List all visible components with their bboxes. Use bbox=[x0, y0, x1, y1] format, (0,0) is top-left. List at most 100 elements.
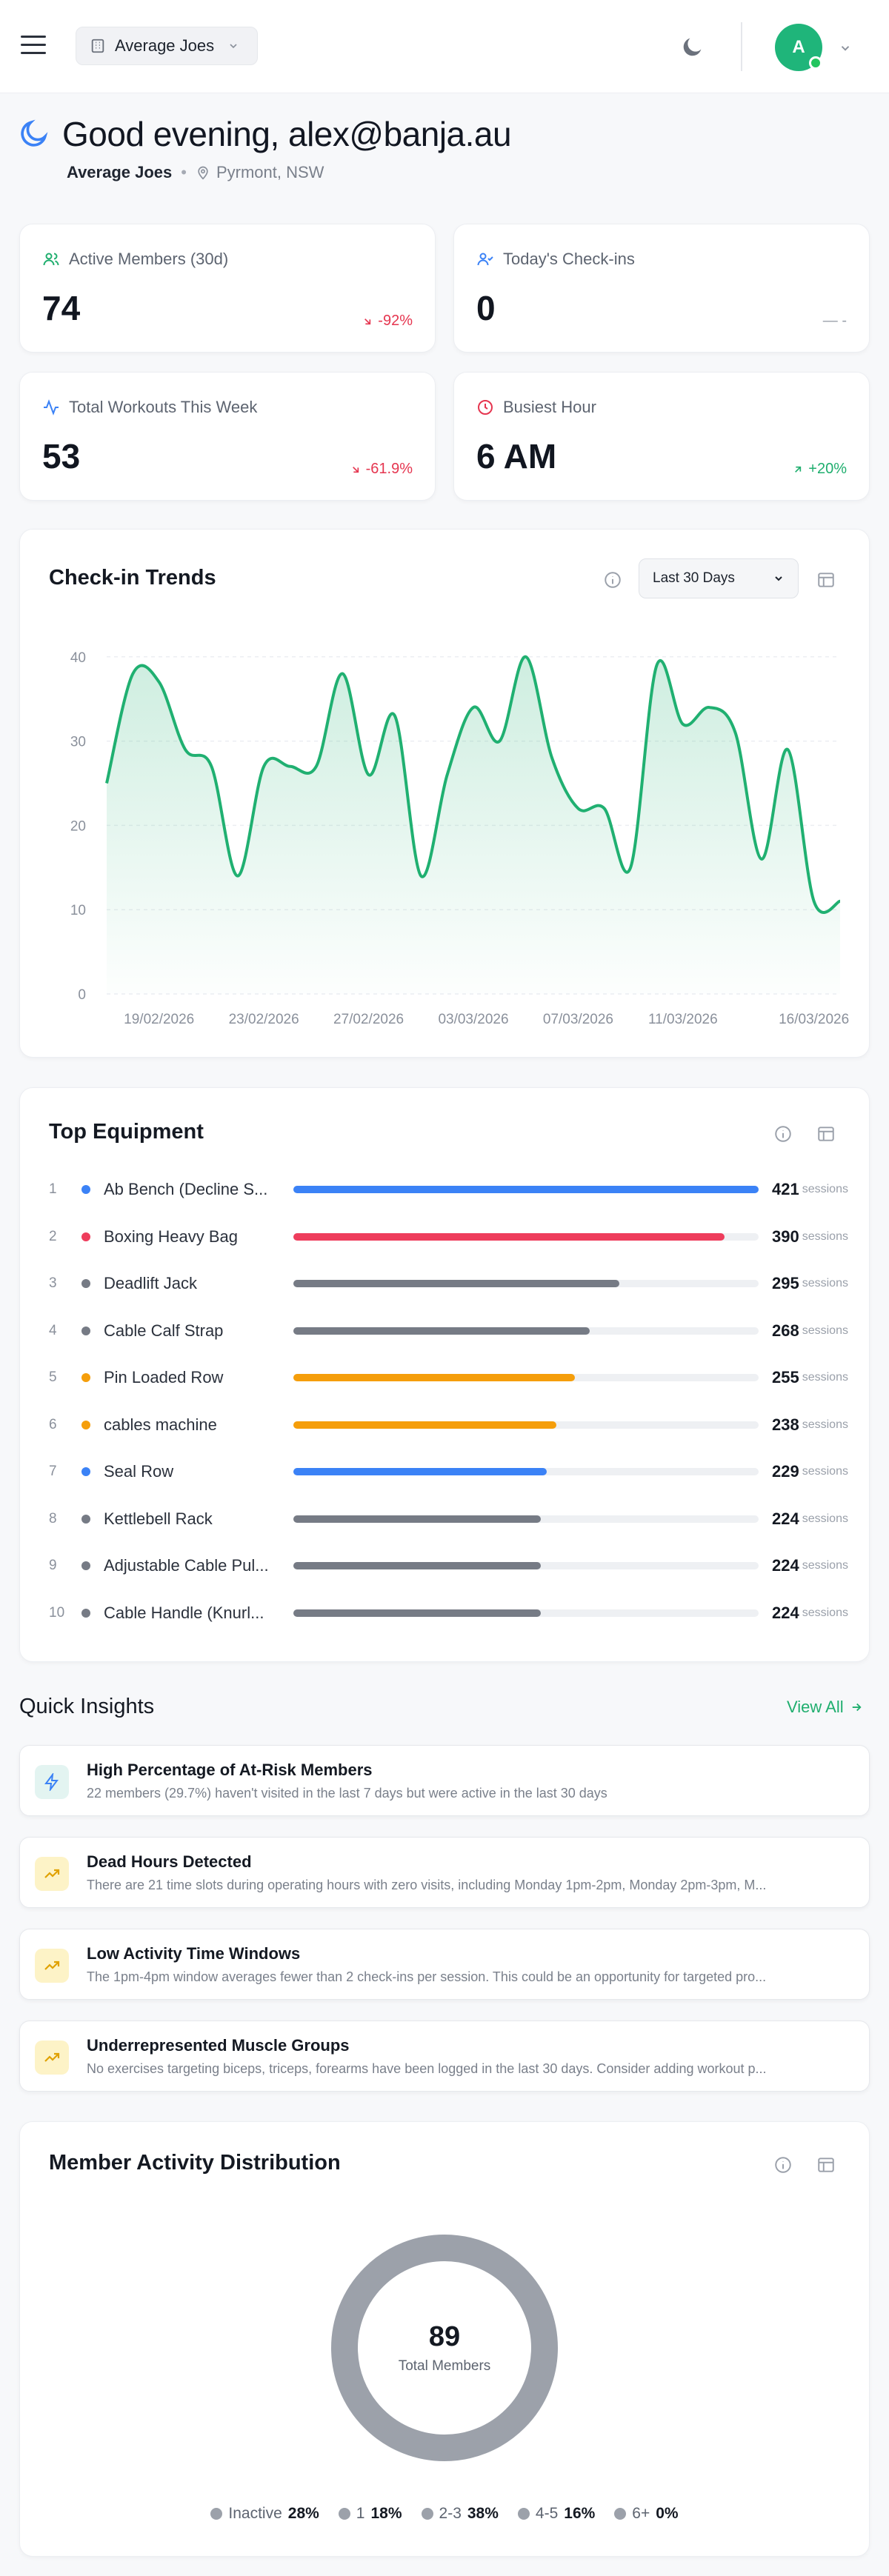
map-pin-icon bbox=[198, 166, 208, 180]
equipment-row[interactable]: 4 Cable Calf Strap 268 sessions bbox=[49, 1316, 852, 1346]
equipment-row[interactable]: 6 cables machine 238 sessions bbox=[49, 1410, 852, 1440]
trend-line bbox=[105, 655, 841, 914]
equipment-unit: sessions bbox=[802, 1229, 848, 1243]
y-tick-label: 20 bbox=[70, 818, 86, 834]
online-status-dot bbox=[809, 56, 822, 70]
menu-icon[interactable] bbox=[21, 36, 46, 58]
equipment-row[interactable]: 7 Seal Row 229 sessions bbox=[49, 1457, 852, 1486]
equipment-name: Seal Row bbox=[104, 1462, 174, 1481]
equipment-color-dot bbox=[81, 1232, 90, 1241]
equipment-row[interactable]: 5 Pin Loaded Row 255 sessions bbox=[49, 1363, 852, 1392]
info-icon[interactable] bbox=[772, 1123, 794, 1145]
info-icon[interactable] bbox=[602, 569, 624, 591]
equipment-row[interactable]: 1 Ab Bench (Decline S... 421 sessions bbox=[49, 1175, 852, 1204]
chevron-down-icon[interactable] bbox=[839, 41, 852, 55]
equipment-name: Ab Bench (Decline S... bbox=[104, 1180, 268, 1198]
activity-icon bbox=[44, 399, 59, 416]
date-range-select[interactable]: Last 30 Days bbox=[639, 558, 799, 598]
table-view-icon[interactable] bbox=[815, 2154, 837, 2176]
equipment-unit: sessions bbox=[802, 1277, 848, 1289]
stat-card-busiest-hour: Busiest Hour 6 AM +20% bbox=[453, 372, 870, 501]
equipment-bar bbox=[293, 1421, 557, 1429]
equipment-bar-track bbox=[293, 1609, 759, 1617]
insight-card[interactable]: Dead Hours Detected There are 21 time slo… bbox=[19, 1837, 870, 1908]
donut-total-label: Total Members bbox=[398, 2358, 491, 2374]
equipment-color-dot bbox=[81, 1514, 90, 1524]
equipment-row[interactable]: 10 Cable Handle (Knurl... 224 sessions bbox=[49, 1598, 852, 1628]
equipment-unit: sessions bbox=[802, 1418, 848, 1431]
stat-label-text: Active Members (30d) bbox=[69, 250, 229, 268]
equipment-row[interactable]: 8 Kettlebell Rack 224 sessions bbox=[49, 1504, 852, 1534]
legend-label: 6+ bbox=[632, 2505, 650, 2522]
equipment-name: Pin Loaded Row bbox=[104, 1368, 224, 1387]
legend-item: 6+ 0% bbox=[614, 2505, 679, 2523]
insight-description: There are 21 time slots during operating… bbox=[87, 1878, 767, 1892]
equipment-name: Boxing Heavy Bag bbox=[104, 1227, 238, 1246]
legend-label: Inactive bbox=[228, 2505, 282, 2522]
x-tick-label: 03/03/2026 bbox=[438, 1012, 508, 1027]
stat-label: Active Members (30d) bbox=[42, 250, 228, 269]
equipment-unit: sessions bbox=[802, 1324, 848, 1337]
stat-label: Total Workouts This Week bbox=[42, 398, 257, 417]
x-tick-label: 11/03/2026 bbox=[648, 1012, 718, 1027]
card-title: Check-in Trends bbox=[49, 566, 216, 590]
equipment-bar-track bbox=[293, 1421, 759, 1429]
equipment-bar-track bbox=[293, 1232, 759, 1241]
equipment-row[interactable]: 3 Deadlift Jack 295 sessions bbox=[49, 1269, 852, 1298]
y-tick-label: 0 bbox=[78, 987, 86, 1003]
x-tick-label: 27/02/2026 bbox=[333, 1012, 404, 1027]
equipment-bar bbox=[293, 1186, 759, 1193]
gym-name: Average Joes bbox=[67, 163, 173, 181]
info-icon[interactable] bbox=[772, 2154, 794, 2176]
equipment-color-dot bbox=[81, 1467, 90, 1476]
page-title: Good evening, alex@banja.au bbox=[62, 115, 512, 153]
table-view-icon[interactable] bbox=[815, 569, 837, 591]
x-tick-label: 23/02/2026 bbox=[229, 1012, 299, 1027]
equipment-rank: 8 bbox=[49, 1510, 57, 1526]
equipment-name: Kettlebell Rack bbox=[104, 1509, 213, 1528]
donut-total: 89 bbox=[428, 2321, 461, 2352]
donut-ring bbox=[331, 2235, 558, 2461]
insight-description: The 1pm-4pm window averages fewer than 2… bbox=[87, 1969, 767, 1984]
equipment-color-dot bbox=[81, 1185, 90, 1194]
legend-value: 16% bbox=[564, 2505, 596, 2522]
equipment-bar bbox=[293, 1468, 547, 1475]
equipment-rank: 10 bbox=[49, 1604, 65, 1621]
insight-card[interactable]: High Percentage of At-Risk Members 22 mem… bbox=[19, 1745, 870, 1816]
equipment-row[interactable]: 9 Adjustable Cable Pul... 224 sessions bbox=[49, 1551, 852, 1581]
arrow-down-right-icon bbox=[352, 466, 359, 473]
section-title: Quick Insights bbox=[19, 1695, 155, 1718]
stat-value: 0 bbox=[476, 289, 496, 327]
equipment-rank: 6 bbox=[49, 1416, 57, 1432]
user-check-icon bbox=[477, 253, 493, 266]
stat-change-text: +20% bbox=[808, 461, 847, 477]
equipment-row[interactable]: 2 Boxing Heavy Bag 390 sessions bbox=[49, 1222, 852, 1252]
legend-value: 28% bbox=[287, 2505, 319, 2522]
equipment-rank: 7 bbox=[49, 1464, 57, 1479]
equipment-count: 238 bbox=[772, 1415, 799, 1434]
equipment-count: 229 bbox=[772, 1462, 799, 1481]
legend-dot bbox=[614, 2508, 627, 2520]
equipment-rank: 9 bbox=[49, 1558, 57, 1573]
legend-item: 2-3 38% bbox=[421, 2505, 499, 2523]
avatar[interactable]: A bbox=[775, 24, 822, 71]
legend-label: 2-3 bbox=[439, 2505, 462, 2522]
insight-card[interactable]: Low Activity Time Windows The 1pm-4pm win… bbox=[19, 1929, 870, 2000]
gym-selector[interactable]: Average Joes bbox=[76, 27, 259, 65]
greeting-subtitle: Average Joes • Pyrmont, NSW bbox=[67, 163, 324, 182]
equipment-rank: 5 bbox=[49, 1369, 57, 1385]
equipment-count: 295 bbox=[772, 1274, 799, 1292]
insight-card[interactable]: Underrepresented Muscle Groups No exercis… bbox=[19, 2021, 870, 2092]
stat-card-todays-checkins: Today's Check-ins 0 — - bbox=[453, 224, 870, 353]
equipment-bar-track bbox=[293, 1468, 759, 1475]
insight-icon-box bbox=[35, 1857, 69, 1891]
moon-icon[interactable] bbox=[680, 34, 705, 59]
insight-title: Dead Hours Detected bbox=[87, 1852, 252, 1871]
insight-icon-box bbox=[35, 1949, 69, 1983]
divider bbox=[741, 22, 742, 71]
table-view-icon[interactable] bbox=[815, 1123, 837, 1145]
equipment-color-dot bbox=[81, 1373, 90, 1382]
equipment-bar bbox=[293, 1280, 620, 1287]
view-all-link[interactable]: View All bbox=[787, 1698, 863, 1717]
stat-label-text: Today's Check-ins bbox=[503, 250, 635, 268]
